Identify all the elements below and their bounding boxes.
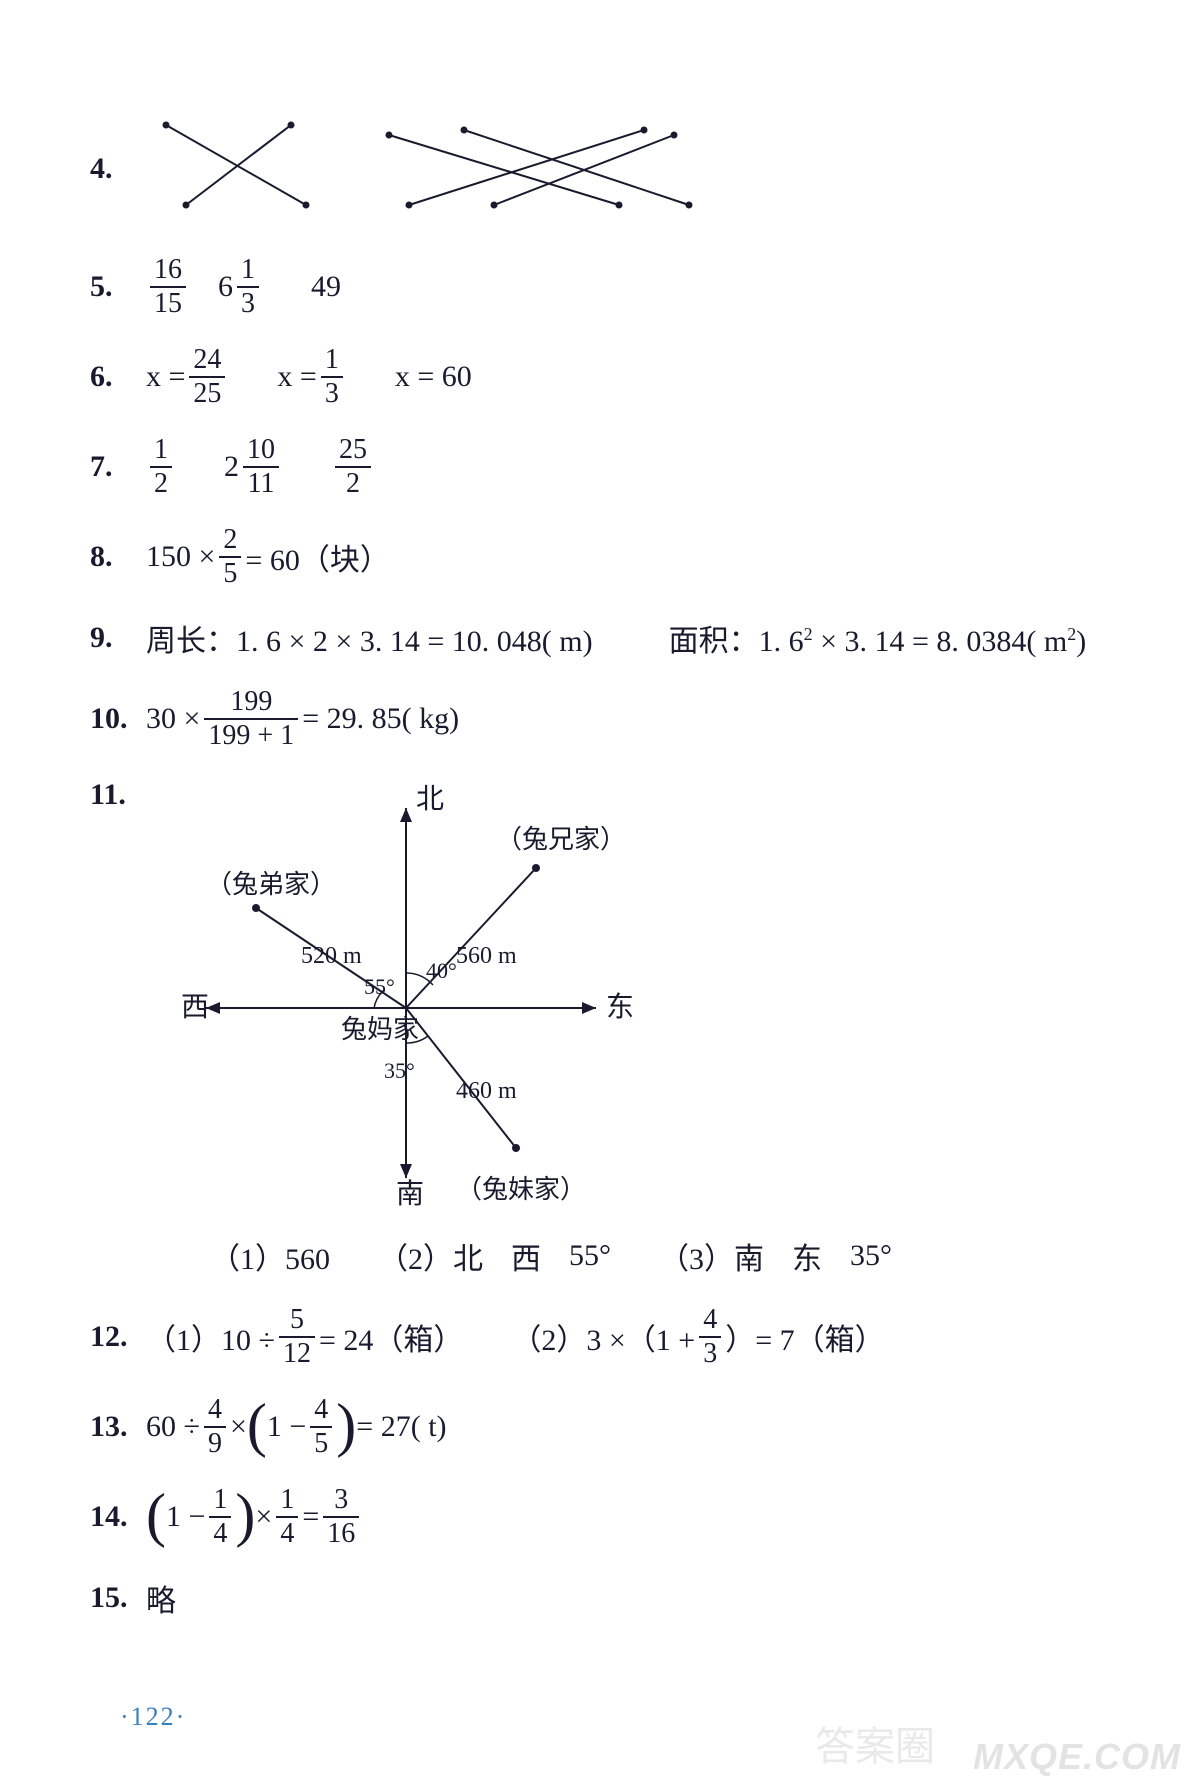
expr: x = [277,360,316,394]
svg-text:北: 北 [416,784,444,815]
fraction: 25 [219,526,241,588]
ans-2c: 55° [569,1239,611,1273]
expr: 面积：1. 62 × 3. 14 = 8. 0384( m2) [669,616,1087,660]
page-number: ·122· [120,1702,186,1732]
expr: （1）10 ÷ [146,1315,275,1359]
fraction: 43 [699,1306,721,1368]
expr: = 29. 85( kg) [302,702,459,736]
expr: （2）3 ×（1 + [511,1315,695,1359]
svg-text:560 m: 560 m [456,943,517,969]
item-13: 13. 60 ÷ 49 × ( 1 − 45 ) = 27( t) [90,1396,1125,1458]
fraction: 1615 [150,256,186,318]
item-6: 6. x = 2425 x = 13 x = 60 [90,346,1125,408]
item-4-diagram-1 [146,110,326,228]
mixed-int: 6 [218,270,233,304]
fraction: 45 [310,1396,332,1458]
item-11-num: 11. [90,778,136,812]
item-12: 12. （1）10 ÷ 512 = 24（箱） （2）3 ×（1 + 43 ）=… [90,1306,1125,1368]
expr: × [230,1410,247,1444]
expr: = 60（块） [245,535,389,579]
svg-text:520 m: 520 m [301,943,362,969]
svg-text:40°: 40° [426,958,457,983]
svg-text:35°: 35° [384,1058,415,1083]
fraction: 1011 [243,436,279,498]
fraction: 512 [279,1306,315,1368]
item-13-num: 13. [90,1410,136,1444]
fraction: 316 [323,1486,359,1548]
item-15: 15. 略 [90,1576,1125,1620]
watermark-right: MXQE.COM [973,1736,1181,1778]
fraction: 14 [209,1486,231,1548]
expr: 60 ÷ [146,1410,200,1444]
fraction: 13 [321,346,343,408]
item-4-num: 4. [90,152,136,186]
fraction: 13 [237,256,259,318]
item-8: 8. 150 × 25 = 60（块） [90,526,1125,588]
item-4-diagram-2 [374,110,704,228]
fraction: 2425 [189,346,225,408]
svg-text:（兔弟家）: （兔弟家） [206,870,336,899]
text: 略 [146,1576,176,1620]
value: 49 [311,270,341,304]
expr: 150 × [146,540,215,574]
ans-3b: 东 [792,1234,822,1278]
item-11-compass-diagram: 北南西东兔妈家（兔兄家）560 m40°（兔弟家）520 m55°（兔妹家）46… [146,778,706,1226]
watermark-center: 答案圈 [815,1714,935,1772]
expr: 30 × [146,702,200,736]
item-14-num: 14. [90,1500,136,1534]
item-4: 4. [90,110,1125,228]
fraction: 199199 + 1 [204,688,298,750]
ans-3a: （3）南 [659,1234,764,1278]
ans-3c: 35° [850,1239,892,1273]
item-5: 5. 1615 6 13 49 [90,256,1125,318]
expr: = 27( t) [356,1410,446,1444]
svg-text:东: 东 [606,991,634,1023]
item-9: 9. 周长：1. 6 × 2 × 3. 14 = 10. 048( m) 面积：… [90,616,1125,660]
item-5-num: 5. [90,270,136,304]
svg-text:（兔兄家）: （兔兄家） [496,825,626,854]
item-11-answers: （1）560 （2）北 西 55° （3）南 东 35° [210,1234,1125,1278]
expr: = 24（箱） [319,1315,463,1359]
mixed-int: 2 [224,450,239,484]
ans-2b: 西 [511,1234,541,1278]
svg-text:460 m: 460 m [456,1078,517,1104]
expr: × [255,1500,272,1534]
expr: 1 − [166,1500,205,1534]
fraction: 12 [150,436,172,498]
item-10: 10. 30 × 199199 + 1 = 29. 85( kg) [90,688,1125,750]
item-14: 14. ( 1 − 14 ) × 14 = 316 [90,1486,1125,1548]
item-7: 7. 12 2 1011 252 [90,436,1125,498]
item-15-num: 15. [90,1581,136,1615]
item-9-num: 9. [90,621,136,655]
svg-text:兔妈家: 兔妈家 [341,1015,419,1044]
expr: x = [146,360,185,394]
svg-text:南: 南 [396,1178,424,1210]
fraction: 252 [335,436,371,498]
ans-2a: （2）北 [378,1234,483,1278]
expr: ）= 7（箱） [725,1315,884,1359]
expr: = [302,1500,319,1534]
expr: x = 60 [395,360,472,394]
item-7-num: 7. [90,450,136,484]
svg-text:西: 西 [181,992,209,1023]
item-6-num: 6. [90,360,136,394]
item-8-num: 8. [90,540,136,574]
item-10-num: 10. [90,702,136,736]
expr: 1 − [267,1410,306,1444]
item-11: 11. 北南西东兔妈家（兔兄家）560 m40°（兔弟家）520 m55°（兔妹… [90,778,1125,1226]
expr: 周长：1. 6 × 2 × 3. 14 = 10. 048( m) [146,616,593,660]
svg-text:（兔妹家）: （兔妹家） [456,1175,586,1204]
fraction: 49 [204,1396,226,1458]
ans-1: （1）560 [210,1234,330,1278]
fraction: 14 [276,1486,298,1548]
page: 4. 5. 1615 6 13 49 6. x = 2425 x = 13 x … [0,0,1195,1792]
item-12-num: 12. [90,1320,136,1354]
